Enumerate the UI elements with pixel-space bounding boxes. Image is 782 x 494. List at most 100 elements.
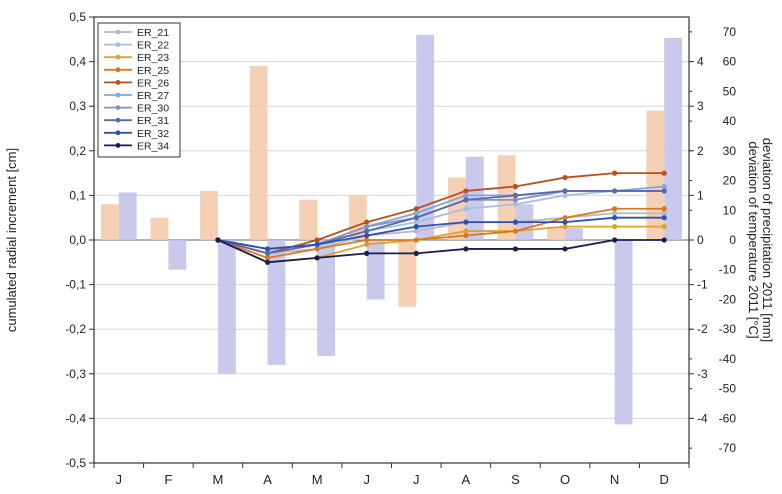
legend-marker	[115, 92, 121, 98]
y-right-precipitation-tick-label: 70	[723, 25, 737, 39]
series-point	[364, 241, 370, 248]
series-point	[661, 188, 667, 194]
y-left-tick-label: -0,3	[65, 367, 86, 381]
y-left-tick-label: -0,4	[65, 411, 86, 425]
precipitation-bar	[168, 240, 187, 270]
y-left-tick-label: 0,4	[69, 55, 86, 69]
temperature-bar	[200, 190, 218, 240]
precipitation-bar	[664, 37, 683, 241]
series-line	[217, 207, 665, 259]
y-left-tick-label: 0,5	[69, 10, 86, 24]
series-point	[463, 197, 469, 203]
series-point	[264, 250, 271, 256]
temperature-bar	[398, 240, 417, 307]
x-tick-label: O	[560, 472, 570, 487]
series-line	[217, 212, 665, 255]
series-point	[463, 228, 469, 234]
series-point	[512, 201, 519, 207]
legend-label: ER_25	[137, 65, 169, 77]
y-right-temperature-label: deviation of temperature 2011 [°C]	[746, 141, 761, 338]
series-point	[364, 250, 370, 256]
series-point	[413, 250, 419, 256]
legend-label: ER_31	[137, 115, 169, 127]
series-point	[413, 210, 419, 216]
y-right-precipitation-tick-label: 20	[723, 174, 737, 188]
x-tick-label: S	[511, 472, 520, 487]
y-right-precipitation-tick-label: 50	[723, 84, 737, 98]
x-tick-label: J	[413, 472, 420, 487]
series-point	[512, 192, 519, 198]
temperature-bar	[100, 204, 119, 240]
y-left-tick-label: -0,5	[65, 456, 86, 470]
temperature-bar	[299, 199, 318, 240]
series-point	[413, 219, 419, 225]
legend-label: ER_34	[137, 140, 169, 152]
series-point	[512, 228, 519, 234]
y-right-precipitation-tick-label: -10	[719, 263, 737, 277]
bars	[100, 34, 683, 425]
legend-label: ER_30	[137, 103, 169, 115]
series-point	[612, 237, 618, 243]
series-point	[562, 215, 568, 221]
y-right-temperature-tick-label: 4	[697, 55, 704, 69]
precipitation-bar	[614, 240, 633, 425]
series-point	[612, 215, 618, 221]
legend-marker	[115, 105, 121, 110]
series-point	[463, 246, 469, 252]
x-tick-label: N	[610, 472, 619, 487]
temperature-bar	[646, 110, 665, 240]
y-left-tick-label: -0,1	[65, 278, 86, 292]
series-point	[314, 255, 320, 261]
precipitation-bar	[118, 192, 137, 240]
series-point	[413, 228, 419, 234]
series-point	[512, 219, 519, 225]
legend-marker	[115, 80, 121, 85]
y-right-temperature-tick-label: -4	[697, 411, 708, 425]
y-right-precipitation-label: deviation of precipitation 2011 [mm]	[760, 138, 775, 342]
precipitation-bar	[317, 240, 335, 356]
x-tick-label: F	[164, 472, 172, 487]
y-left-tick-label: 0,0	[69, 233, 86, 247]
series-point	[661, 210, 667, 216]
series-line	[217, 239, 665, 264]
series-point	[562, 174, 568, 181]
series-point	[413, 237, 419, 243]
series-point	[612, 188, 618, 194]
legend-marker	[115, 130, 121, 136]
temperature-bar	[547, 226, 566, 240]
series-point	[364, 219, 370, 225]
legend-label: ER_26	[137, 77, 169, 89]
series-point	[264, 246, 271, 252]
precipitation-bar	[416, 34, 435, 241]
y-right-temperature-tick-label: 1	[697, 188, 704, 202]
legend: ER_21ER_22ER_23ER_25ER_26ER_27ER_30ER_31…	[97, 22, 181, 158]
temperature-bar	[150, 217, 169, 240]
series-point	[512, 197, 519, 203]
series-point	[463, 219, 469, 225]
y-left-tick-label: 0,2	[69, 144, 86, 158]
series-point	[264, 255, 271, 261]
y-right-precipitation-tick-label: -30	[719, 322, 737, 336]
legend-label: ER_22	[137, 40, 169, 52]
legend-marker	[115, 117, 121, 123]
series-point	[612, 206, 618, 212]
series-point	[463, 232, 469, 239]
series-point	[413, 206, 419, 212]
x-tick-label: M	[213, 472, 224, 487]
y-right-temperature-tick-label: -3	[697, 367, 708, 381]
series-point	[413, 224, 419, 230]
precipitation-bar	[217, 240, 236, 374]
series-point	[364, 237, 370, 243]
y-right-precipitation-tick-label: 40	[723, 114, 737, 128]
y-right-temperature-tick-label: 0	[697, 233, 704, 247]
legend-label: ER_32	[137, 128, 169, 140]
x-tick-label: A	[462, 472, 471, 487]
y-left-tick-label: 0,3	[69, 99, 86, 113]
series-point	[463, 188, 469, 194]
y-right-precipitation-tick-label: -60	[719, 411, 737, 425]
x-tick-label: A	[263, 472, 272, 487]
series-point	[364, 232, 370, 239]
series-point	[463, 192, 469, 198]
series-point	[661, 206, 667, 212]
